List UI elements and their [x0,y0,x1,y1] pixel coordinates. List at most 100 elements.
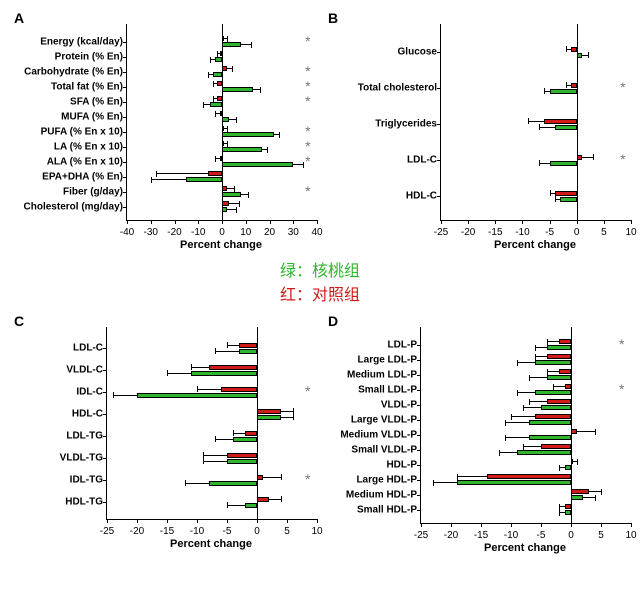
x-tick [495,220,496,224]
bar-control [547,354,571,359]
significance-marker: * [619,381,624,397]
error-bar [539,163,550,164]
category-label: HDL-C [72,409,107,420]
y-tick [123,192,127,193]
x-tick [631,523,632,527]
bar-control [571,489,589,494]
category-label: ALA (% En x 10) [47,156,127,167]
category-label: VLDL-TG [60,453,107,464]
error-bar [241,44,251,45]
y-tick [103,436,107,437]
error-cap [279,132,280,138]
error-bar [151,179,187,180]
bar-walnut [233,437,257,442]
x-tick-label: -5 [545,227,554,238]
error-cap [151,177,152,183]
category-label: Protein (% En) [55,51,127,62]
y-tick [417,405,421,406]
x-tick [451,523,452,527]
error-cap [215,111,216,117]
x-tick-label: 10 [311,526,322,537]
error-bar [227,505,245,506]
error-bar [517,362,535,363]
category-label: Fiber (g/day) [63,186,127,197]
error-cap [213,81,214,87]
bar-control [208,171,222,176]
bar-walnut [529,420,571,425]
legend-control: 红：对照组 [8,281,632,305]
error-bar [523,407,541,408]
error-bar [227,345,239,346]
x-tick-label: -25 [100,526,114,537]
error-cap [215,156,216,162]
error-cap [529,399,530,405]
panel-label: A [14,10,24,26]
x-tick [522,220,523,224]
bar-walnut [257,415,281,420]
category-label: Triglycerides [375,119,441,130]
significance-marker: * [305,123,310,139]
bar-control [227,453,257,458]
x-tick [317,519,318,523]
error-bar [539,127,555,128]
x-tick [287,519,288,523]
category-label: Cholesterol (mg/day) [24,201,127,212]
error-bar [535,347,547,348]
x-tick [257,519,258,523]
error-cap [227,141,228,147]
bar-walnut [529,435,571,440]
category-label: IDL-TG [70,475,107,486]
error-cap [267,147,268,153]
bar-walnut [560,197,576,202]
error-cap [588,52,589,58]
bar-walnut [222,87,253,92]
bar-control [217,81,222,86]
x-tick-label: -10 [515,227,529,238]
x-tick-label: 5 [598,530,604,541]
y-tick [437,124,441,125]
x-tick-label: -20 [444,530,458,541]
bar-walnut [541,405,571,410]
x-tick-label: 0 [219,227,225,238]
category-label: Total fat (% En) [51,81,127,92]
x-tick [246,220,247,224]
bar-walnut [457,480,571,485]
error-cap [167,370,168,376]
error-bar [589,491,601,492]
bar-walnut [239,349,257,354]
error-cap [227,342,228,348]
y-tick [123,57,127,58]
error-bar [505,437,529,438]
error-cap [535,354,536,360]
error-bar [499,452,517,453]
x-tick [468,220,469,224]
x-tick [571,523,572,527]
error-cap [523,405,524,411]
significance-marker: * [619,336,624,352]
error-cap [528,118,529,124]
error-cap [505,435,506,441]
x-tick [550,220,551,224]
zero-axis [257,327,258,519]
error-bar [241,194,248,195]
panel-a: A-40-30-20-10010203040Energy (kcal/day)*… [8,8,318,255]
bar-control [565,384,571,389]
significance-marker: * [305,471,310,487]
x-tick [511,523,512,527]
error-bar [215,351,239,352]
error-cap [559,465,560,471]
error-bar [528,121,544,122]
error-bar [229,119,236,120]
significance-marker: * [305,183,310,199]
error-cap [293,414,294,420]
y-tick [417,510,421,511]
bar-control [220,111,222,116]
x-tick-label: -40 [120,227,134,238]
error-bar [233,433,245,434]
x-tick-label: -15 [160,526,174,537]
error-cap [251,42,252,48]
error-bar [517,392,535,393]
error-cap [566,46,567,52]
error-bar [215,439,233,440]
error-bar [511,416,535,417]
